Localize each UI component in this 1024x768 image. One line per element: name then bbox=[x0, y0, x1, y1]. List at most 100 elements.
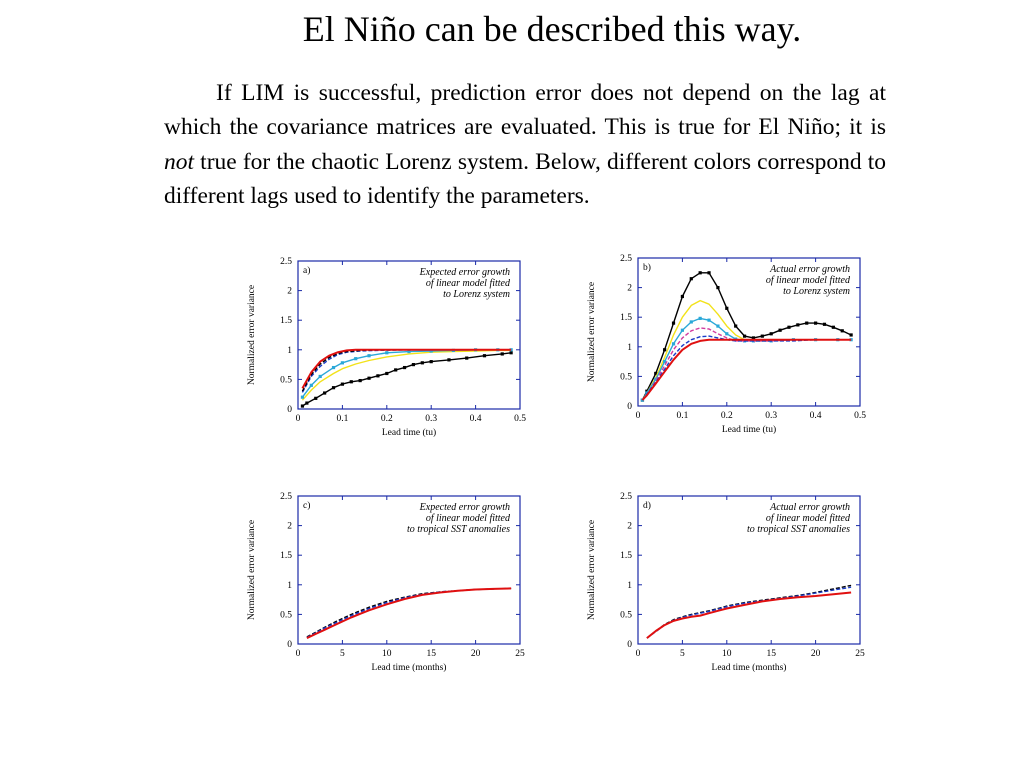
data-point bbox=[831, 325, 835, 329]
series-line-yellow bbox=[641, 299, 852, 401]
data-point bbox=[465, 356, 469, 360]
data-point bbox=[849, 333, 853, 337]
y-axis-label: Normalized error variance bbox=[247, 520, 257, 620]
data-point bbox=[349, 380, 353, 384]
plot-frame bbox=[637, 495, 861, 645]
x-axis-label: Lead time (months) bbox=[372, 662, 447, 673]
x-tick-label: 0 bbox=[636, 411, 641, 421]
description-paragraph: If LIM is successful, prediction error d… bbox=[164, 76, 886, 213]
paragraph-part-2: true for the chaotic Lorenz system. Belo… bbox=[164, 148, 886, 209]
y-tick-label: 0 bbox=[287, 640, 292, 650]
y-axis-label: Normalized error variance bbox=[247, 285, 257, 385]
data-point bbox=[429, 360, 433, 364]
x-tick-label: 0 bbox=[296, 649, 301, 659]
panel-label: c) bbox=[303, 500, 310, 511]
data-point bbox=[698, 316, 702, 320]
panel-label: d) bbox=[643, 500, 651, 511]
chart-svg-b: 0 0.5 1 1.5 2 2.5 0 0.1 0.2 0.3 0.4 0.5 Lead time (t… bbox=[587, 254, 866, 435]
data-point bbox=[680, 328, 684, 332]
data-point bbox=[411, 363, 416, 367]
y-tick-label: 2.5 bbox=[280, 492, 292, 502]
panel-label: b) bbox=[643, 262, 651, 273]
data-point bbox=[822, 322, 827, 326]
series-line-yellow bbox=[301, 349, 512, 401]
data-point bbox=[716, 286, 720, 290]
annotation-line: of linear model fitted bbox=[426, 513, 511, 524]
x-tick-label: 0 bbox=[636, 649, 641, 659]
y-tick-label: 2 bbox=[627, 522, 632, 532]
data-point bbox=[367, 376, 371, 380]
annotation-line: to tropical SST anomalies bbox=[407, 524, 510, 535]
x-tick-label: 15 bbox=[426, 649, 436, 659]
annotation-line: of linear model fitted bbox=[766, 513, 851, 524]
x-tick-label: 0.3 bbox=[765, 411, 777, 421]
data-point bbox=[663, 360, 667, 364]
data-point bbox=[787, 325, 791, 329]
data-point bbox=[805, 321, 809, 325]
data-point bbox=[385, 371, 389, 376]
data-point bbox=[323, 391, 327, 395]
x-axis-label: Lead time (months) bbox=[712, 662, 787, 673]
data-point bbox=[689, 277, 693, 281]
series-line-red bbox=[646, 591, 852, 639]
series-line-black bbox=[646, 584, 852, 639]
x-tick-label: 0 bbox=[296, 414, 301, 424]
y-axis-label: Normalized error variance bbox=[587, 520, 597, 620]
x-tick-label: 0.4 bbox=[470, 414, 482, 424]
data-point bbox=[358, 378, 362, 383]
x-tick-label: 0.1 bbox=[336, 414, 348, 424]
data-point bbox=[376, 374, 380, 378]
y-tick-label: 2.5 bbox=[620, 492, 632, 502]
annotation-line: Expected error growth bbox=[419, 267, 510, 278]
plot-frame bbox=[297, 260, 521, 410]
data-point bbox=[654, 371, 658, 376]
data-point bbox=[314, 396, 318, 400]
series-line-red bbox=[306, 587, 512, 640]
data-point bbox=[778, 328, 782, 332]
data-point bbox=[725, 306, 729, 310]
data-point bbox=[796, 323, 800, 327]
x-tick-label: 0.2 bbox=[381, 414, 393, 424]
paragraph-emphasis: not bbox=[164, 148, 195, 175]
data-point bbox=[680, 294, 684, 299]
data-point bbox=[402, 365, 407, 370]
data-point bbox=[309, 383, 313, 387]
annotation-line: to Lorenz system bbox=[443, 289, 510, 300]
data-point bbox=[742, 334, 747, 338]
data-point bbox=[814, 321, 818, 325]
annotation-line: to Lorenz system bbox=[783, 286, 850, 297]
data-point bbox=[394, 368, 398, 372]
annotation-line: Actual error growth bbox=[769, 264, 850, 275]
x-tick-label: 0.2 bbox=[721, 411, 733, 421]
x-tick-label: 0.3 bbox=[425, 414, 437, 424]
data-point bbox=[340, 361, 344, 365]
data-point bbox=[663, 348, 667, 352]
data-point bbox=[420, 361, 424, 365]
paragraph-part-1: If LIM is successful, prediction error d… bbox=[164, 80, 886, 141]
x-tick-label: 0.4 bbox=[810, 411, 822, 421]
data-point bbox=[654, 377, 658, 381]
data-point bbox=[716, 324, 720, 328]
chart-panel-d: 0 0.5 1 1.5 2 2.5 0 5 10 15 20 25 Lead time (months)… bbox=[580, 490, 870, 690]
data-point bbox=[300, 404, 305, 408]
chart-panel-a: 0 0.5 1 1.5 2 2.5 0 0.1 0.2 0.3 0.4 0.5 Lead time (t… bbox=[240, 255, 530, 455]
y-tick-label: 0 bbox=[627, 640, 632, 650]
data-point bbox=[385, 351, 389, 355]
data-point bbox=[340, 382, 344, 386]
x-tick-label: 25 bbox=[855, 649, 865, 659]
series-line-black bbox=[302, 352, 512, 407]
series-line-red bbox=[641, 338, 852, 401]
data-point bbox=[331, 365, 336, 370]
data-point bbox=[482, 354, 487, 358]
y-tick-label: 0.5 bbox=[620, 610, 632, 620]
x-tick-label: 5 bbox=[340, 649, 345, 659]
page-title: El Niño can be described this way. bbox=[302, 9, 802, 49]
x-axis-label: Lead time (tu) bbox=[722, 424, 776, 435]
data-point bbox=[840, 329, 844, 333]
x-tick-label: 20 bbox=[811, 649, 821, 659]
panel-label: a) bbox=[303, 265, 310, 276]
chart-panel-b: 0 0.5 1 1.5 2 2.5 0 0.1 0.2 0.3 0.4 0.5 Lead time (t… bbox=[580, 252, 870, 452]
data-point bbox=[760, 334, 764, 338]
series-line-black bbox=[301, 349, 512, 392]
data-point bbox=[751, 336, 756, 340]
